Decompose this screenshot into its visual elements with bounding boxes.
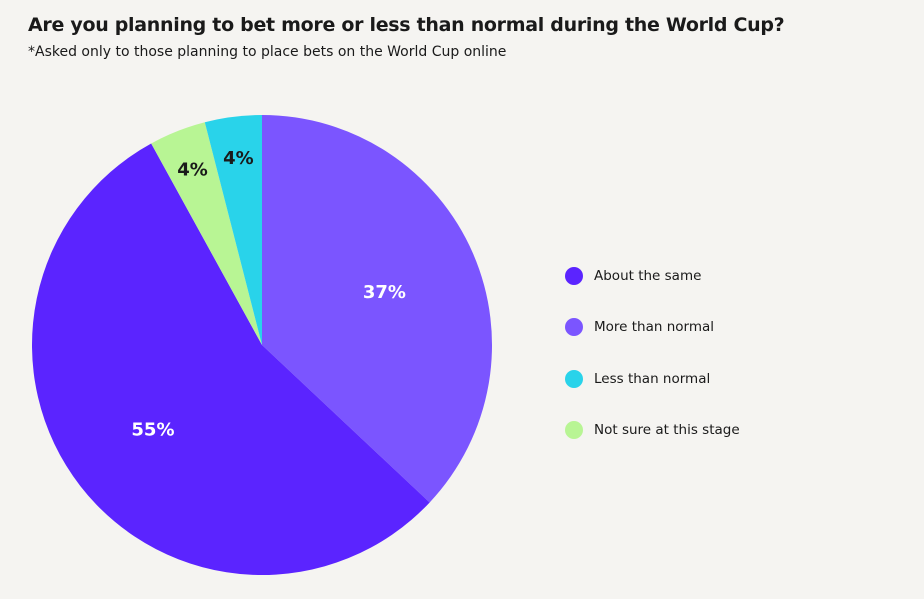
data-label: 55%	[131, 420, 174, 441]
pie-slice-not-sure-at-this-stage	[151, 122, 262, 345]
pie-slice-more-than-normal	[262, 115, 492, 503]
legend-item: Less than normal	[565, 353, 740, 405]
legend-label: About the same	[594, 267, 702, 284]
pie-slice-less-than-normal	[204, 115, 262, 345]
legend-label: Not sure at this stage	[594, 422, 740, 439]
legend-swatch	[565, 318, 583, 337]
legend-swatch	[565, 266, 583, 285]
legend-swatch	[565, 421, 583, 440]
chart-subtitle: *Asked only to those planning to place b…	[28, 44, 507, 60]
data-label: 37%	[363, 282, 406, 303]
legend: About the same More than normal Less tha…	[565, 250, 740, 456]
legend-label: More than normal	[594, 319, 715, 336]
chart-title: Are you planning to bet more or less tha…	[28, 14, 785, 36]
legend-item: About the same	[565, 250, 740, 302]
data-label: 4%	[223, 148, 254, 169]
legend-item: Not sure at this stage	[565, 405, 740, 457]
data-label: 4%	[177, 160, 208, 181]
pie-slice-about-the-same	[31, 143, 430, 576]
legend-swatch	[565, 369, 583, 388]
legend-item: More than normal	[565, 302, 740, 354]
legend-label: Less than normal	[594, 370, 711, 387]
